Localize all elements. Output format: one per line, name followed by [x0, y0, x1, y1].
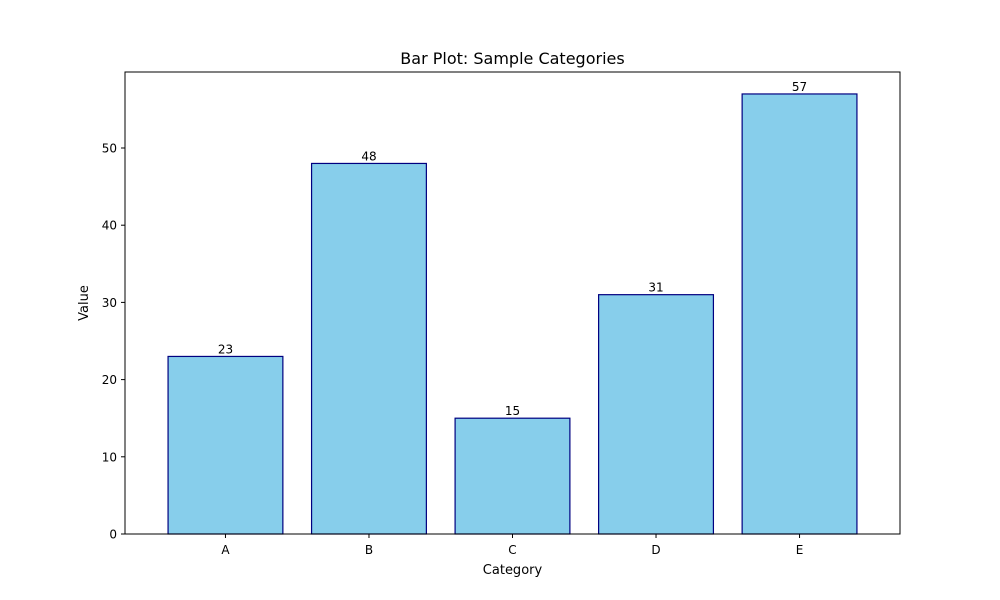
plot-area: 23 A 48 B 15 C 31 D 57 E 0 10 20 30 40 50 — [102, 71, 901, 557]
y-tick-label-20: 20 — [102, 373, 117, 387]
x-tick-label-B: B — [365, 543, 373, 557]
axes-frame — [124, 71, 901, 535]
x-tick-label-C: C — [508, 543, 516, 557]
bar-E — [741, 93, 858, 535]
x-tick-label-E: E — [796, 543, 804, 557]
bar-B — [310, 162, 427, 535]
y-tick-label-50: 50 — [102, 142, 117, 156]
x-tick-label-A: A — [221, 543, 230, 557]
y-tick-label-0: 0 — [109, 528, 117, 542]
x-axis-label: Category — [483, 563, 543, 578]
data-label-E: 57 — [792, 80, 807, 94]
y-tick-label-40: 40 — [102, 219, 117, 233]
bar-D — [598, 294, 715, 535]
data-label-C: 15 — [505, 404, 520, 418]
data-label-D: 31 — [648, 281, 663, 295]
x-tick-label-D: D — [651, 543, 660, 557]
data-label-B: 48 — [361, 149, 376, 163]
bar-A — [167, 355, 284, 535]
bar-C — [454, 417, 571, 535]
y-axis-label: Value — [77, 285, 92, 321]
y-tick-label-30: 30 — [102, 296, 117, 310]
data-label-A: 23 — [218, 342, 233, 356]
chart-title: Bar Plot: Sample Categories — [400, 49, 624, 68]
y-tick-label-10: 10 — [102, 450, 117, 464]
